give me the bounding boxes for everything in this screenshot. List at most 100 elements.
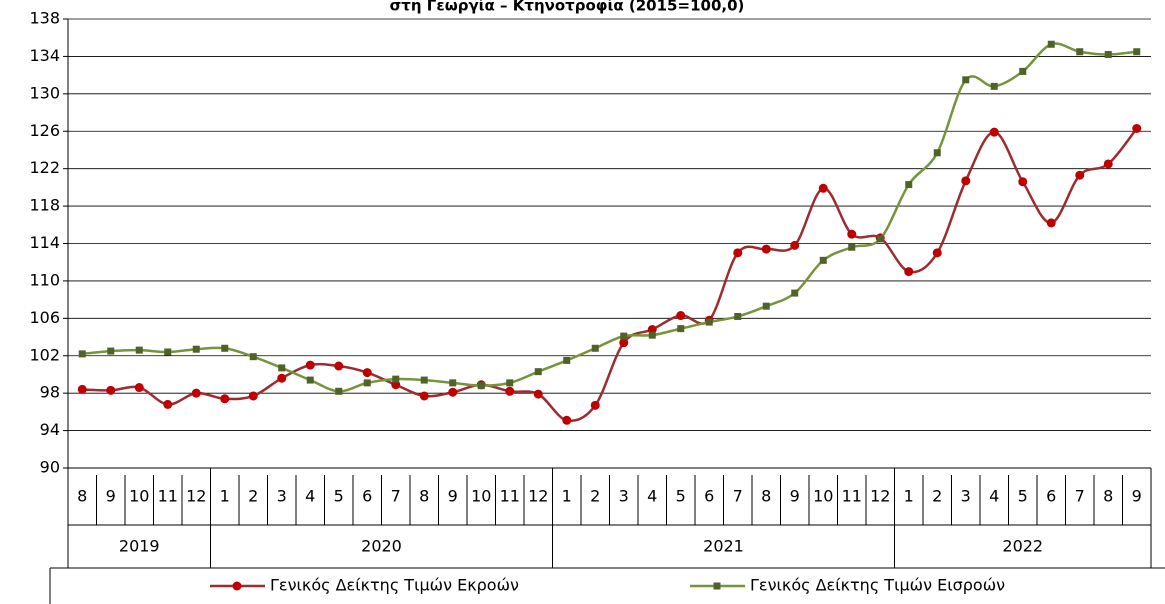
marker — [278, 364, 286, 372]
marker — [848, 243, 856, 251]
marker — [1103, 159, 1113, 169]
x-tick-label: 8 — [419, 487, 429, 506]
y-tick-label: 138 — [29, 9, 60, 28]
marker — [77, 384, 87, 394]
marker — [191, 388, 201, 398]
marker — [164, 348, 172, 356]
x-tick-label: 1 — [562, 487, 572, 506]
marker — [734, 312, 742, 320]
marker — [563, 356, 571, 364]
x-tick-label: 7 — [391, 487, 401, 506]
marker — [1133, 48, 1141, 56]
y-tick-label: 130 — [29, 83, 60, 102]
marker — [420, 376, 428, 384]
legend-label: Γενικός Δείκτης Τιμών Εισροών — [750, 576, 1005, 595]
x-tick-label: 3 — [961, 487, 971, 506]
marker — [335, 387, 343, 395]
marker — [818, 183, 828, 193]
marker — [677, 325, 685, 333]
marker — [419, 391, 429, 401]
y-tick-label: 110 — [29, 270, 60, 289]
marker — [363, 379, 371, 387]
marker — [1019, 67, 1027, 75]
y-tick-label: 98 — [40, 383, 60, 402]
marker — [905, 181, 913, 189]
x-tick-label: 12 — [528, 487, 548, 506]
marker — [1046, 218, 1056, 228]
x-tick-label: 3 — [277, 487, 287, 506]
x-tick-label: 1 — [220, 487, 230, 506]
marker — [334, 361, 344, 371]
marker — [1018, 177, 1028, 187]
x-tick-label: 7 — [733, 487, 743, 506]
x-tick-label: 11 — [158, 487, 178, 506]
marker — [761, 244, 771, 254]
marker — [163, 399, 173, 409]
y-tick-label: 122 — [29, 158, 60, 177]
marker — [505, 386, 515, 396]
marker — [791, 289, 799, 297]
x-tick-label: 10 — [129, 487, 149, 506]
legend-label: Γενικός Δείκτης Τιμών Εκροών — [270, 576, 519, 595]
marker — [904, 267, 914, 277]
year-label: 2019 — [119, 537, 160, 556]
year-label: 2020 — [361, 537, 402, 556]
y-tick-label: 102 — [29, 345, 60, 364]
marker — [989, 127, 999, 137]
x-tick-label: 4 — [989, 487, 999, 506]
marker — [1075, 170, 1085, 180]
x-tick-label: 11 — [842, 487, 862, 506]
year-label: 2021 — [703, 537, 744, 556]
marker — [1047, 40, 1055, 48]
marker — [713, 582, 721, 590]
marker — [762, 302, 770, 310]
marker — [78, 350, 86, 358]
year-label: 2022 — [1002, 537, 1043, 556]
marker — [533, 389, 543, 399]
x-tick-label: 6 — [1046, 487, 1056, 506]
marker — [990, 82, 998, 90]
marker — [306, 376, 314, 384]
x-tick-label: 7 — [1075, 487, 1085, 506]
marker — [221, 344, 229, 352]
series-line — [82, 42, 1137, 393]
chart-title: στη Γεωργία – Κτηνοτροφία (2015=100,0) — [390, 0, 745, 15]
marker — [106, 385, 116, 395]
marker — [277, 373, 287, 383]
x-tick-label: 9 — [106, 487, 116, 506]
marker — [477, 382, 485, 390]
marker — [590, 400, 600, 410]
y-tick-label: 114 — [29, 233, 60, 252]
marker — [220, 394, 230, 404]
y-tick-label: 106 — [29, 308, 60, 327]
marker — [676, 311, 686, 321]
x-tick-label: 8 — [1103, 487, 1113, 506]
x-tick-label: 12 — [870, 487, 890, 506]
marker — [876, 235, 884, 243]
x-tick-label: 10 — [813, 487, 833, 506]
marker — [534, 368, 542, 376]
y-tick-label: 118 — [29, 196, 60, 215]
marker — [134, 383, 144, 393]
marker — [248, 391, 258, 401]
x-tick-label: 6 — [362, 487, 372, 506]
marker — [705, 318, 713, 326]
x-tick-label: 8 — [77, 487, 87, 506]
marker — [847, 229, 857, 239]
marker — [249, 353, 257, 361]
marker — [933, 149, 941, 157]
marker — [1132, 123, 1142, 133]
x-tick-label: 4 — [647, 487, 657, 506]
marker — [448, 387, 458, 397]
y-tick-label: 94 — [40, 420, 60, 439]
x-tick-label: 9 — [790, 487, 800, 506]
x-tick-label: 2 — [248, 487, 258, 506]
marker — [449, 379, 457, 387]
x-tick-label: 9 — [448, 487, 458, 506]
marker — [648, 331, 656, 339]
x-tick-label: 3 — [619, 487, 629, 506]
x-tick-label: 2 — [590, 487, 600, 506]
x-tick-label: 6 — [704, 487, 714, 506]
x-tick-label: 11 — [500, 487, 520, 506]
